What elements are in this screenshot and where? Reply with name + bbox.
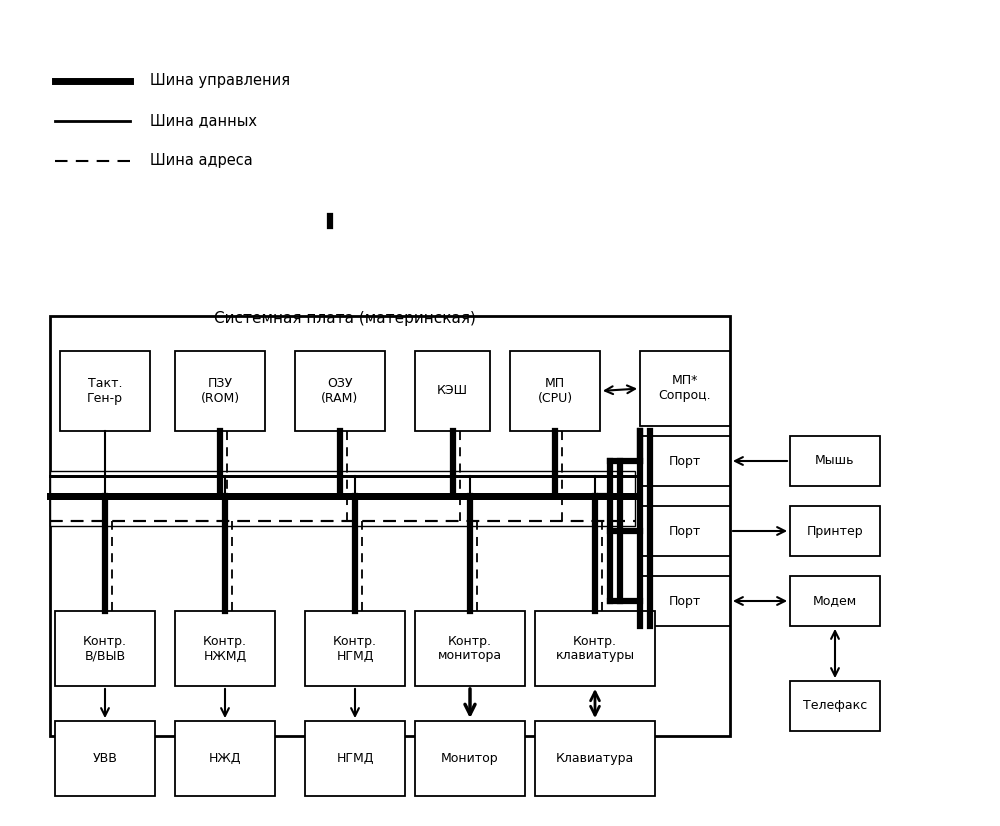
- Text: Шина управления: Шина управления: [150, 74, 290, 88]
- Bar: [640, 506, 730, 556]
- Bar: [535, 611, 655, 686]
- Text: Порт: Порт: [669, 595, 701, 607]
- Bar: [640, 576, 730, 626]
- Bar: [535, 721, 655, 796]
- Text: Контр.
НЖМД: Контр. НЖМД: [203, 634, 247, 662]
- Bar: [790, 576, 880, 626]
- Text: КЭШ: КЭШ: [437, 384, 468, 397]
- Text: Мышь: Мышь: [815, 454, 855, 468]
- Bar: [175, 351, 265, 431]
- Text: МП*
Сопроц.: МП* Сопроц.: [659, 374, 711, 402]
- Text: Такт.
Ген-р: Такт. Ген-р: [87, 377, 123, 405]
- Text: Шина данных: Шина данных: [150, 113, 257, 129]
- Text: Порт: Порт: [669, 525, 701, 538]
- Bar: [790, 506, 880, 556]
- Bar: [305, 611, 405, 686]
- Text: Телефакс: Телефакс: [803, 700, 867, 713]
- Text: НЖД: НЖД: [209, 752, 241, 765]
- Bar: [415, 611, 525, 686]
- Text: Монитор: Монитор: [441, 752, 499, 765]
- Bar: [510, 351, 600, 431]
- Bar: [790, 681, 880, 731]
- Bar: [55, 611, 155, 686]
- Text: УВВ: УВВ: [93, 752, 117, 765]
- Text: МП
(CPU): МП (CPU): [537, 377, 573, 405]
- Bar: [640, 436, 730, 486]
- Text: Контр.
клавиатуры: Контр. клавиатуры: [555, 634, 635, 662]
- Bar: [55, 721, 155, 796]
- Text: Принтер: Принтер: [807, 525, 863, 538]
- Bar: [175, 611, 275, 686]
- Text: ПЗУ
(ROM): ПЗУ (ROM): [200, 377, 240, 405]
- Bar: [175, 721, 275, 796]
- Text: Системная плата (материнская): Системная плата (материнская): [214, 311, 476, 326]
- Bar: [415, 721, 525, 796]
- Text: ОЗУ
(RAM): ОЗУ (RAM): [321, 377, 359, 405]
- Text: Модем: Модем: [813, 595, 857, 607]
- Text: Контр.
В/ВЫВ: Контр. В/ВЫВ: [83, 634, 127, 662]
- Text: Контр.
монитора: Контр. монитора: [438, 634, 502, 662]
- Bar: [415, 351, 490, 431]
- Bar: [60, 351, 150, 431]
- Text: Шина адреса: Шина адреса: [150, 154, 253, 169]
- Text: НГМД: НГМД: [336, 752, 374, 765]
- Bar: [295, 351, 385, 431]
- Text: Контр.
НГМД: Контр. НГМД: [333, 634, 377, 662]
- Text: Клавиатура: Клавиатура: [556, 752, 634, 765]
- Bar: [640, 351, 730, 426]
- Bar: [305, 721, 405, 796]
- Bar: [790, 436, 880, 486]
- Bar: [50, 471, 635, 526]
- Bar: [50, 316, 730, 736]
- Text: Порт: Порт: [669, 454, 701, 468]
